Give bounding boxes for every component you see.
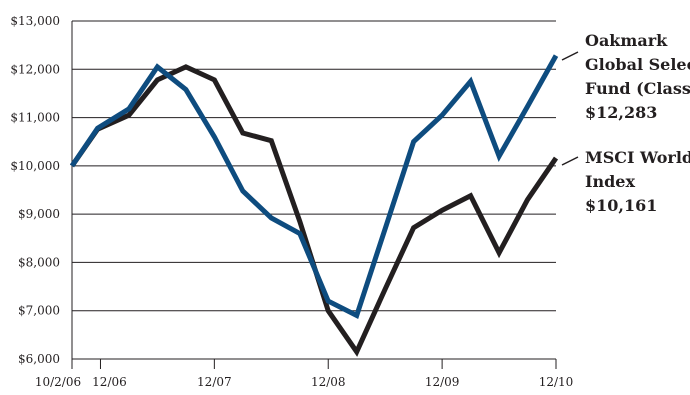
- y-tick-label: $13,000: [10, 14, 60, 28]
- x-tick-label: 10/2/06: [35, 375, 81, 389]
- legend-series-name: Fund (Class I): [585, 79, 690, 98]
- y-tick-label: $9,000: [18, 207, 60, 221]
- y-tick-label: $6,000: [18, 352, 60, 366]
- legend-series-name: MSCI World: [585, 148, 690, 167]
- legend-leader-line: [561, 51, 579, 61]
- y-tick-label: $8,000: [18, 255, 60, 269]
- y-tick-label: $11,000: [10, 111, 60, 125]
- legend-series-name: Global Select: [585, 55, 690, 74]
- legend-leader-line: [561, 156, 579, 166]
- series-line-oakmark: [69, 54, 559, 320]
- y-tick-label: $12,000: [10, 62, 60, 76]
- x-tick-label: 12/08: [311, 375, 346, 389]
- x-tick-label: 12/09: [425, 375, 460, 389]
- x-tick-label: 12/06: [92, 375, 127, 389]
- y-tick-label: $7,000: [18, 304, 60, 318]
- x-tick-label: 12/10: [539, 375, 574, 389]
- legend-series-name: Oakmark: [585, 31, 668, 50]
- y-tick-label: $10,000: [10, 159, 60, 173]
- legend-ending-value: $12,283: [585, 103, 657, 122]
- x-tick-label: 12/07: [197, 375, 232, 389]
- legend-series-name: Index: [585, 172, 635, 191]
- legend-ending-value: $10,161: [585, 196, 657, 215]
